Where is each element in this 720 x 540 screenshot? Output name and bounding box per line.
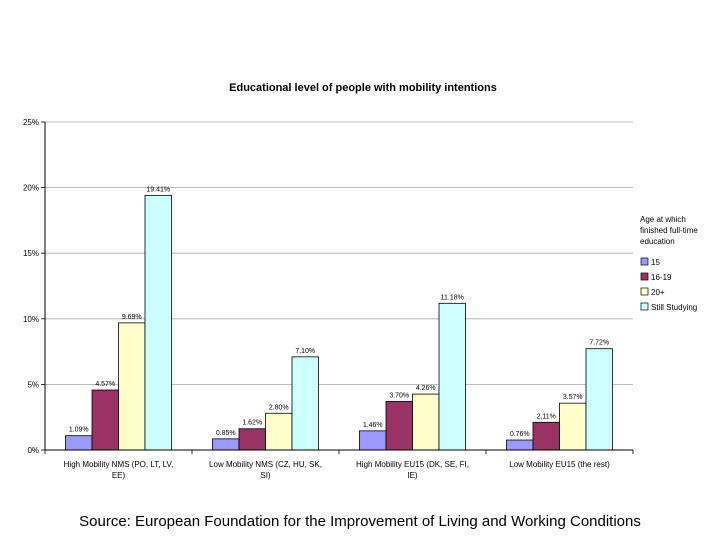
data-labels: 1.09% 4.57% 9.69% 19.41% 0.85% 1.62% 2.80% 7.10… bbox=[69, 186, 609, 438]
legend: Age at which finished full-time education 1… bbox=[640, 215, 698, 312]
data-label: 1.62% bbox=[242, 420, 262, 427]
bar-still-studying bbox=[291, 356, 319, 451]
chart: Educational level of people with mobilit… bbox=[23, 82, 698, 480]
y-tick-label: 0% bbox=[27, 446, 39, 455]
bar-15 bbox=[65, 435, 93, 451]
legend-label: Still Studying bbox=[651, 303, 697, 312]
data-label: 0.85% bbox=[216, 430, 236, 437]
legend-title: finished full-time bbox=[640, 226, 698, 235]
legend-label: 16-19 bbox=[651, 273, 672, 282]
category-label: Low Mobility NMS (CZ, HU, SK, SI) bbox=[209, 460, 322, 480]
bar-still-studying bbox=[144, 194, 172, 451]
data-label: 7.10% bbox=[295, 348, 315, 355]
y-tick-label: 5% bbox=[27, 380, 39, 389]
y-tick-label: 25% bbox=[23, 118, 39, 127]
data-label: 2.80% bbox=[269, 404, 289, 411]
bar-15 bbox=[212, 438, 240, 451]
y-tick-label: 10% bbox=[23, 315, 39, 324]
bar-20- bbox=[265, 412, 293, 451]
bar-still-studying bbox=[438, 302, 466, 451]
legend-label: 15 bbox=[651, 258, 660, 267]
bar-20- bbox=[559, 402, 587, 451]
data-label: 7.72% bbox=[589, 340, 609, 347]
data-label: 1.46% bbox=[363, 422, 383, 429]
bar-15 bbox=[506, 439, 534, 451]
bar-15 bbox=[359, 430, 387, 451]
bar-16-19 bbox=[532, 421, 560, 451]
data-label: 4.26% bbox=[416, 385, 436, 392]
data-label: 1.09% bbox=[69, 427, 89, 434]
data-label: 3.57% bbox=[563, 394, 583, 401]
bars bbox=[65, 194, 613, 451]
x-axis: High Mobility NMS (PO, LT, LV, EE) Low Mob… bbox=[44, 449, 634, 480]
data-label: 19.41% bbox=[146, 186, 170, 193]
data-label: 11.18% bbox=[441, 294, 464, 301]
legend-swatch bbox=[640, 302, 649, 311]
bar-20- bbox=[412, 393, 440, 451]
data-label: 3.70% bbox=[389, 392, 409, 399]
bar-16-19 bbox=[238, 428, 266, 451]
data-label: 2.11% bbox=[537, 413, 556, 420]
category-label: High Mobility NMS (PO, LT, LV, EE) bbox=[64, 460, 174, 480]
data-label: 4.57% bbox=[95, 381, 115, 388]
legend-title: Age at which bbox=[640, 215, 686, 224]
legend-swatch bbox=[640, 287, 649, 296]
y-axis: 0% 5% 10% 15% 20% 25% bbox=[23, 118, 46, 455]
category-label: High Mobility EU15 (DK, SE, FI, IE) bbox=[356, 460, 469, 480]
source-caption: Source: European Foundation for the Impr… bbox=[79, 513, 641, 530]
bar-16-19 bbox=[385, 401, 413, 451]
category-label: Low Mobility EU15 (the rest) bbox=[509, 460, 610, 469]
data-label: 9.69% bbox=[122, 314, 142, 321]
y-tick-label: 15% bbox=[23, 249, 39, 258]
legend-label: 20+ bbox=[651, 288, 665, 297]
bar-still-studying bbox=[585, 348, 613, 451]
data-label: 0.76% bbox=[510, 431, 530, 438]
legend-title: education bbox=[640, 237, 675, 246]
bar-16-19 bbox=[91, 389, 119, 451]
legend-swatch bbox=[640, 257, 649, 266]
legend-swatch bbox=[640, 272, 649, 281]
y-tick-label: 20% bbox=[23, 184, 39, 193]
chart-title: Educational level of people with mobilit… bbox=[229, 82, 497, 94]
bar-20- bbox=[118, 322, 146, 451]
